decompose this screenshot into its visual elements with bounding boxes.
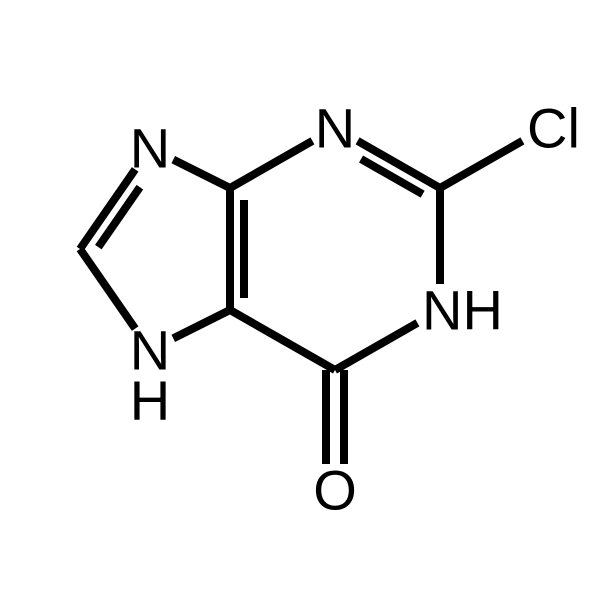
bond xyxy=(230,141,312,188)
atom-label: NH xyxy=(422,279,503,342)
bond xyxy=(440,141,522,188)
atom-label: N xyxy=(130,117,170,180)
atom-label: O xyxy=(313,459,357,522)
atom-label: H xyxy=(130,369,170,432)
bond xyxy=(173,310,230,338)
bond xyxy=(173,160,230,188)
bond xyxy=(80,249,135,329)
bond xyxy=(335,323,417,370)
bond xyxy=(230,310,335,370)
atom-label: Cl xyxy=(527,97,580,160)
atom-label: N xyxy=(315,97,355,160)
molecule-diagram: NClNHONHN xyxy=(0,0,600,600)
